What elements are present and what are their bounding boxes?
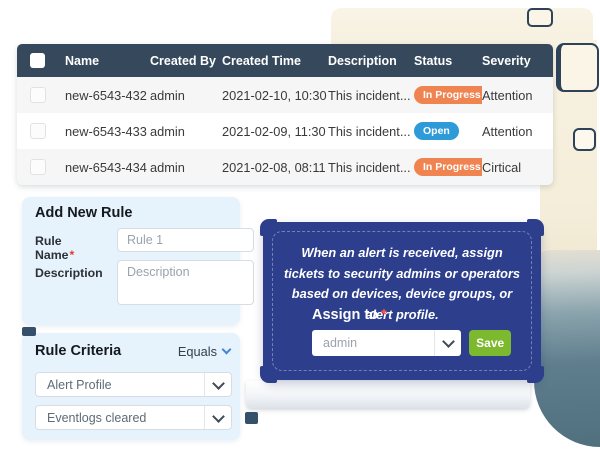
chevron-down-icon: [441, 335, 455, 348]
watercolor-blob: [534, 250, 600, 447]
cell-description: This incident...: [328, 159, 411, 175]
selected-value: admin: [323, 336, 358, 350]
description-input[interactable]: [117, 260, 254, 305]
row-checkbox[interactable]: [30, 87, 46, 103]
panel-title: Rule Criteria: [35, 343, 122, 359]
cell-severity: Cirtical: [482, 159, 522, 175]
ticket-corner: [260, 366, 277, 383]
cell-created-by: admin: [150, 87, 185, 103]
column-header-name: Name: [65, 53, 100, 68]
table-header-row: Name Created By Created Time Description…: [17, 44, 553, 77]
cell-name: new-6543-434: [65, 159, 147, 175]
status-badge: Open: [414, 122, 459, 140]
decor-square: [527, 8, 553, 27]
cell-created-by: admin: [150, 159, 185, 175]
row-checkbox[interactable]: [30, 159, 46, 175]
ticket-corner: [527, 366, 544, 383]
cell-created-time: 2021-02-09, 11:30: [222, 123, 326, 139]
assign-ticket-card: When an alert is received, assign ticket…: [260, 219, 544, 383]
select-all-checkbox[interactable]: [30, 53, 45, 68]
dropdown-button: [434, 330, 461, 356]
operator-select[interactable]: Equals: [177, 343, 232, 359]
cell-name: new-6543-432: [65, 87, 147, 103]
cell-severity: Attention: [482, 123, 533, 139]
status-badge: In Progress: [414, 86, 482, 104]
operator-label: Equals: [177, 343, 217, 359]
dropdown-button: [204, 406, 231, 429]
sketch-tab: [22, 327, 36, 336]
cell-description: This incident...: [328, 87, 411, 103]
description-label: Description: [35, 266, 103, 280]
column-header-created-by: Created By: [150, 53, 216, 68]
table-row: new-6543-432 admin 2021-02-10, 10:30 Thi…: [17, 77, 553, 113]
chevron-down-icon: [211, 376, 225, 390]
eventlogs-select[interactable]: Eventlogs cleared: [35, 405, 232, 430]
column-header-description: Description: [328, 53, 397, 68]
incidents-table: Name Created By Created Time Description…: [7, 37, 553, 193]
stitch-dots: ...: [385, 37, 397, 48]
paper-under-card: [246, 381, 530, 408]
cell-created-time: 2021-02-10, 10:30: [222, 87, 327, 103]
assign-to-select[interactable]: admin: [312, 330, 462, 356]
cell-severity: Attention: [482, 87, 533, 103]
add-new-rule-panel: Add New Rule Rule Name* Description: [22, 197, 254, 325]
cell-created-by: admin: [150, 123, 185, 139]
sketch-tab: [245, 412, 258, 424]
rule-name-label: Rule Name*: [35, 234, 75, 262]
ticket-corner: [260, 219, 277, 236]
required-asterisk: *: [69, 248, 75, 262]
ticket-corner: [527, 219, 544, 236]
rule-criteria-panel: Rule Criteria Equals Alert Profile Event…: [22, 333, 240, 440]
selected-value: Eventlogs cleared: [47, 410, 147, 425]
table-row: new-6543-434 admin 2021-02-08, 08:11 Thi…: [17, 149, 553, 185]
chevron-down-icon: [221, 344, 232, 355]
cell-created-time: 2021-02-08, 08:11: [222, 159, 326, 175]
cell-name: new-6543-433: [65, 123, 147, 139]
cell-description: This incident...: [328, 123, 411, 139]
table-row: new-6543-433 admin 2021-02-09, 11:30 Thi…: [17, 113, 553, 149]
stitch-dots: ...: [334, 37, 346, 48]
panel-title: Add New Rule: [35, 205, 133, 221]
save-button[interactable]: Save: [469, 330, 511, 356]
chevron-down-icon: [211, 409, 225, 423]
card-message: When an alert is received, assign ticket…: [283, 245, 521, 323]
dropdown-button: [204, 373, 231, 396]
column-header-created-time: Created Time: [222, 53, 301, 68]
status-badge: In Progress: [414, 158, 482, 176]
required-asterisk: *: [381, 307, 387, 323]
alert-profile-select[interactable]: Alert Profile: [35, 372, 232, 397]
decor-square: [573, 128, 596, 151]
column-header-status: Status: [414, 53, 453, 68]
row-checkbox[interactable]: [30, 123, 46, 139]
card-dashed-border: When an alert is received, assign ticket…: [272, 231, 532, 371]
assign-to-label: Assign to *: [312, 307, 387, 323]
decor-square: [556, 43, 599, 92]
rule-name-input[interactable]: [117, 228, 254, 252]
selected-value: Alert Profile: [47, 377, 112, 392]
column-header-severity: Severity: [482, 53, 531, 68]
